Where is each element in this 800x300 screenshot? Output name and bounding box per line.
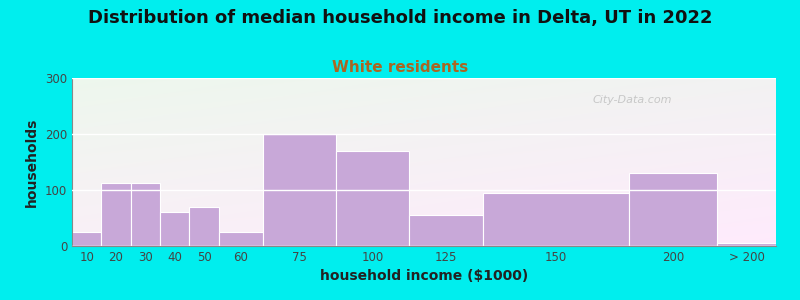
Bar xyxy=(336,151,410,246)
Y-axis label: households: households xyxy=(26,117,39,207)
Bar xyxy=(130,183,160,246)
Bar xyxy=(630,173,718,246)
Text: Distribution of median household income in Delta, UT in 2022: Distribution of median household income … xyxy=(88,9,712,27)
Text: White residents: White residents xyxy=(332,60,468,75)
Bar xyxy=(718,243,776,246)
Bar xyxy=(102,183,130,246)
Bar xyxy=(262,134,336,246)
Bar xyxy=(190,207,218,246)
Bar xyxy=(218,232,262,246)
Bar xyxy=(410,215,482,246)
Text: City-Data.com: City-Data.com xyxy=(593,95,673,105)
Bar xyxy=(72,232,102,246)
Bar xyxy=(482,193,630,246)
X-axis label: household income ($1000): household income ($1000) xyxy=(320,269,528,284)
Bar xyxy=(160,212,190,246)
